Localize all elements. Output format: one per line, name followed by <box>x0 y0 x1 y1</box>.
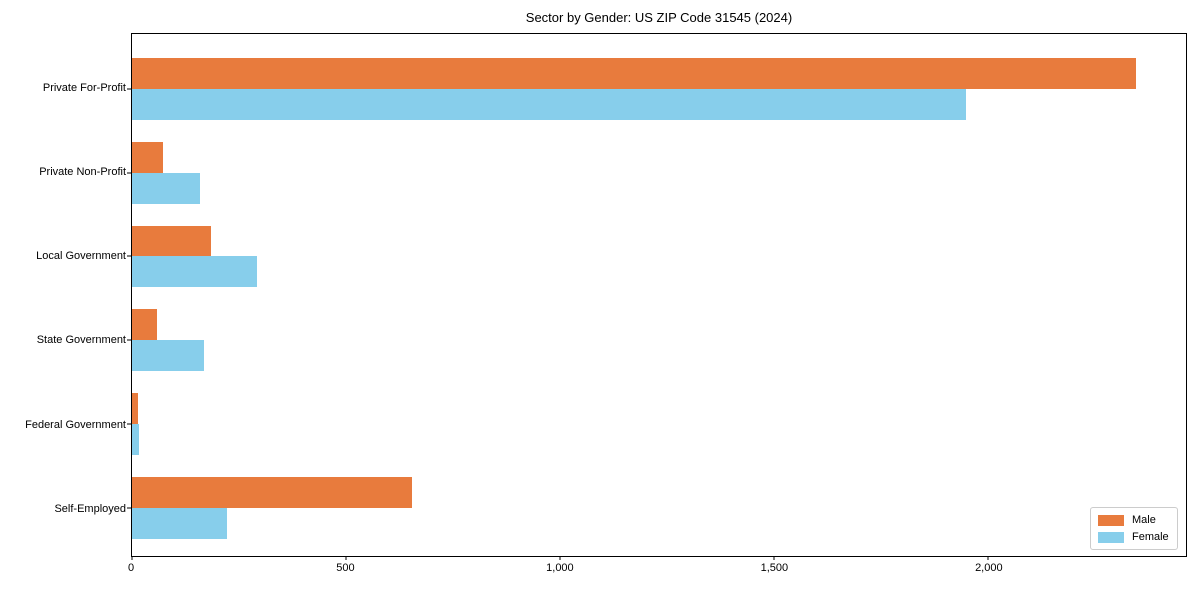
legend-item-female: Female <box>1098 531 1169 543</box>
x-tick-label-0: 0 <box>127 562 135 574</box>
x-tick-label-2,000: 2,000 <box>975 562 1003 574</box>
legend: Male Female <box>1090 507 1178 550</box>
category-label-5: Federal Government <box>25 418 126 431</box>
category-label-2: Private Non-Profit <box>39 166 126 179</box>
bar-female-4 <box>132 340 205 372</box>
x-tick-label-500: 500 <box>336 562 355 574</box>
x-axis-tick <box>345 556 347 560</box>
category-label-6: Self-Employed <box>54 502 126 515</box>
y-axis-tick <box>127 88 131 90</box>
bar-male-5 <box>132 393 138 425</box>
y-axis-tick <box>127 507 131 509</box>
y-axis-tick <box>127 423 131 425</box>
x-tick-label-1,000: 1,000 <box>546 562 574 574</box>
legend-swatch-female <box>1098 531 1124 543</box>
category-label-3: Local Government <box>36 250 126 263</box>
x-axis-tick <box>559 556 561 560</box>
category-label-1: Private For-Profit <box>42 82 126 95</box>
x-axis-tick <box>987 556 989 560</box>
bar-male-4 <box>132 309 157 341</box>
category-label-4: State Government <box>36 334 126 347</box>
bar-male-1 <box>132 57 1136 89</box>
bar-male-3 <box>132 225 212 257</box>
bar-female-1 <box>132 88 966 120</box>
bar-male-6 <box>132 477 412 508</box>
bar-female-2 <box>132 172 201 204</box>
x-tick-label-1,500: 1,500 <box>760 562 789 574</box>
bar-female-6 <box>132 507 228 539</box>
bar-male-2 <box>132 141 163 173</box>
plot-area: Male Female <box>127 33 1187 560</box>
bar-female-3 <box>132 256 258 288</box>
legend-swatch-male <box>1098 514 1124 526</box>
y-axis-tick <box>127 255 131 257</box>
x-axis-tick <box>773 556 775 560</box>
legend-label-male: Male <box>1132 514 1156 526</box>
legend-item-male: Male <box>1098 514 1169 526</box>
chart-title: Sector by Gender: US ZIP Code 31545 (202… <box>525 10 793 25</box>
y-axis-tick <box>127 339 131 341</box>
x-axis-tick <box>131 556 133 560</box>
bar-female-5 <box>132 424 140 456</box>
y-axis-tick <box>127 172 131 174</box>
legend-label-female: Female <box>1132 531 1169 543</box>
